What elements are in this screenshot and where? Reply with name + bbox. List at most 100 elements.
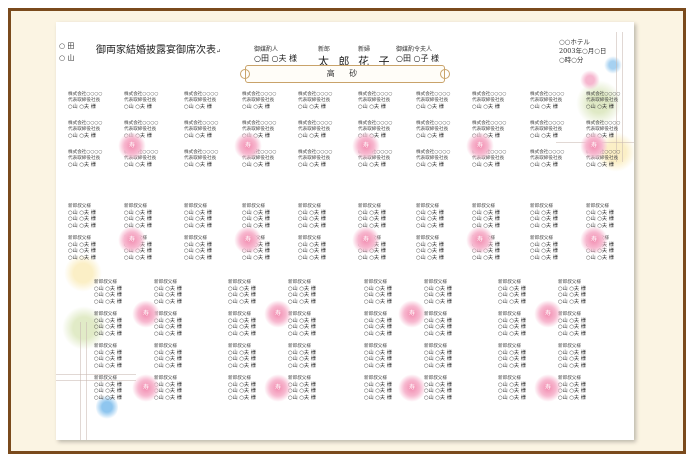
guest-seat: 新郎叔父様○山 ○夫 様○山 ○夫 様○山 ○夫 様 xyxy=(94,312,122,337)
table-marker-kotobuki: 寿 xyxy=(466,132,494,160)
guest-relation: 新郎叔父様 xyxy=(68,236,91,241)
guest-name: ○山 ○夫 様 xyxy=(364,388,392,395)
guest-title: 代表取締役社長 xyxy=(472,156,505,162)
guest-seat: 新郎叔父様○山 ○夫 様○山 ○夫 様○山 ○夫 様 xyxy=(154,344,182,369)
guest-name: ○山 ○夫 様 xyxy=(298,216,326,223)
guest-name: ○山 ○夫 様 xyxy=(184,104,212,111)
guest-name: ○山 ○夫 様 xyxy=(364,330,392,337)
guest-name: ○山 ○夫 様 xyxy=(424,388,452,395)
family-marker-2: ○ 山 xyxy=(59,54,75,62)
guest-seat: 新郎叔父様○山 ○夫 様○山 ○夫 様○山 ○夫 様 xyxy=(288,344,316,369)
guest-name: ○山 ○夫 様 xyxy=(228,394,256,401)
guest-relation: 新郎叔父様 xyxy=(364,376,387,381)
guest-name: ○山 ○夫 様 xyxy=(154,350,182,357)
guest-name: ○山 ○夫 様 xyxy=(472,162,500,169)
guest-seat: 新郎叔父様○山 ○夫 様○山 ○夫 様○山 ○夫 様 xyxy=(358,204,386,229)
guest-seat: 新郎叔父様○山 ○夫 様○山 ○夫 様○山 ○夫 様 xyxy=(498,344,526,369)
guest-relation: 新郎叔父様 xyxy=(154,280,177,285)
guest-name: ○山 ○夫 様 xyxy=(424,292,452,299)
guest-name: ○山 ○夫 様 xyxy=(242,162,270,169)
guest-company: 株式会社○○○○ xyxy=(416,92,451,97)
guest-name: ○山 ○夫 様 xyxy=(424,286,452,293)
guest-seat: 新郎叔父様○山 ○夫 様○山 ○夫 様○山 ○夫 様 xyxy=(364,312,392,337)
guest-name: ○山 ○夫 様 xyxy=(498,330,526,337)
guest-company: 株式会社○○○○ xyxy=(68,121,103,126)
decor-circle-left-green xyxy=(62,306,106,350)
guest-seat: 株式会社○○○○代表取締役社長○山 ○夫 様 xyxy=(184,92,218,111)
guest-title: 代表取締役社長 xyxy=(358,127,391,133)
decor-butterfly-blue-right xyxy=(604,56,622,74)
guest-name: ○山 ○夫 様 xyxy=(288,394,316,401)
guest-name: ○山 ○夫 様 xyxy=(184,216,212,223)
guest-seat: 新郎叔父様○山 ○夫 様○山 ○夫 様○山 ○夫 様 xyxy=(498,376,526,401)
guest-relation: 新郎叔父様 xyxy=(228,312,251,317)
guest-name: ○山 ○夫 様 xyxy=(94,382,122,389)
guest-name: ○山 ○夫 様 xyxy=(424,298,452,305)
guest-name: ○山 ○夫 様 xyxy=(298,210,326,217)
guest-seat: 新郎叔父様○山 ○夫 様○山 ○夫 様○山 ○夫 様 xyxy=(472,204,500,229)
guest-seat: 新郎叔父様○山 ○夫 様○山 ○夫 様○山 ○夫 様 xyxy=(416,236,444,261)
guest-name: ○山 ○夫 様 xyxy=(416,133,444,140)
guest-name: ○山 ○夫 様 xyxy=(472,222,500,229)
guest-name: ○山 ○夫 様 xyxy=(586,216,614,223)
decor-line xyxy=(56,380,136,381)
guest-seat: 新郎叔父様○山 ○夫 様○山 ○夫 様○山 ○夫 様 xyxy=(498,280,526,305)
groom-name: 太 郎 xyxy=(318,55,353,68)
guest-name: ○山 ○夫 様 xyxy=(184,254,212,261)
table-marker-kotobuki: 寿 xyxy=(534,374,562,402)
guest-title: 代表取締役社長 xyxy=(530,156,563,162)
guest-title: 代表取締役社長 xyxy=(472,98,505,104)
guest-title: 代表取締役社長 xyxy=(586,156,619,162)
guest-relation: 新郎叔父様 xyxy=(184,204,207,209)
guest-name: ○山 ○夫 様 xyxy=(530,242,558,249)
guest-name: ○山 ○夫 様 xyxy=(298,248,326,255)
guest-company: 株式会社○○○○ xyxy=(472,92,507,97)
table-marker-kotobuki: 寿 xyxy=(580,226,608,254)
guest-name: ○山 ○夫 様 xyxy=(288,298,316,305)
guest-company: 株式会社○○○○ xyxy=(124,121,159,126)
baishakunin-wife-block: 御媒酌令夫人 ○田 ○子 様 xyxy=(396,44,439,64)
table-marker-kotobuki: 寿 xyxy=(132,374,160,402)
guest-seat: 新郎叔父様○山 ○夫 様○山 ○夫 様○山 ○夫 様 xyxy=(558,280,586,305)
guest-name: ○山 ○夫 様 xyxy=(498,324,526,331)
guest-company: 株式会社○○○○ xyxy=(242,92,277,97)
guest-name: ○山 ○夫 様 xyxy=(530,133,558,140)
guest-seat: 株式会社○○○○代表取締役社長○山 ○夫 様 xyxy=(184,150,218,169)
guest-name: ○山 ○夫 様 xyxy=(558,394,586,401)
guest-name: ○山 ○夫 様 xyxy=(530,210,558,217)
guest-name: ○山 ○夫 様 xyxy=(364,292,392,299)
guest-relation: 新郎叔父様 xyxy=(558,312,581,317)
guest-name: ○山 ○夫 様 xyxy=(498,292,526,299)
guest-name: ○山 ○夫 様 xyxy=(530,104,558,111)
guest-name: ○山 ○夫 様 xyxy=(298,133,326,140)
guest-relation: 新郎叔父様 xyxy=(228,280,251,285)
guest-name: ○山 ○夫 様 xyxy=(424,318,452,325)
guest-name: ○山 ○夫 様 xyxy=(530,162,558,169)
guest-name: ○山 ○夫 様 xyxy=(154,362,182,369)
decor-line xyxy=(86,322,87,440)
guest-relation: 新郎叔父様 xyxy=(498,376,521,381)
guest-name: ○山 ○夫 様 xyxy=(228,298,256,305)
guest-name: ○山 ○夫 様 xyxy=(364,324,392,331)
guest-name: ○山 ○夫 様 xyxy=(498,394,526,401)
guest-name: ○山 ○夫 様 xyxy=(94,292,122,299)
groom-block: 新郎 太 郎 xyxy=(318,44,353,69)
guest-seat: 株式会社○○○○代表取締役社長○山 ○夫 様 xyxy=(68,121,102,140)
guest-name: ○山 ○夫 様 xyxy=(298,162,326,169)
guest-name: ○山 ○夫 様 xyxy=(364,286,392,293)
guest-relation: 新郎叔父様 xyxy=(228,344,251,349)
guest-name: ○山 ○夫 様 xyxy=(228,388,256,395)
guest-relation: 新郎叔父様 xyxy=(154,376,177,381)
guest-name: ○山 ○夫 様 xyxy=(288,292,316,299)
guest-title: 代表取締役社長 xyxy=(68,156,101,162)
guest-name: ○山 ○夫 様 xyxy=(288,318,316,325)
guest-name: ○山 ○夫 様 xyxy=(94,330,122,337)
guest-company: 株式会社○○○○ xyxy=(358,92,393,97)
guest-name: ○山 ○夫 様 xyxy=(416,216,444,223)
guest-name: ○山 ○夫 様 xyxy=(154,382,182,389)
guest-name: ○山 ○夫 様 xyxy=(94,318,122,325)
table-marker-kotobuki: 寿 xyxy=(118,132,146,160)
guest-name: ○山 ○夫 様 xyxy=(298,222,326,229)
guest-name: ○山 ○夫 様 xyxy=(498,382,526,389)
guest-name: ○山 ○夫 様 xyxy=(228,292,256,299)
